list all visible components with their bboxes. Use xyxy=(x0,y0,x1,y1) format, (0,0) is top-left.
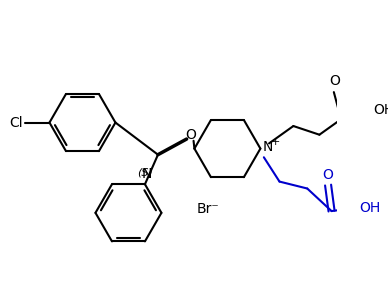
Text: OH: OH xyxy=(373,103,388,117)
Text: O: O xyxy=(329,74,340,88)
Text: O: O xyxy=(185,128,196,142)
Text: (S): (S) xyxy=(137,167,153,177)
Text: Cl: Cl xyxy=(9,116,23,130)
Text: O: O xyxy=(323,168,334,182)
Text: N: N xyxy=(142,167,152,181)
Text: Br⁻: Br⁻ xyxy=(197,202,220,216)
Text: N: N xyxy=(262,140,272,154)
Text: OH: OH xyxy=(359,201,380,215)
Text: +: + xyxy=(270,137,280,147)
